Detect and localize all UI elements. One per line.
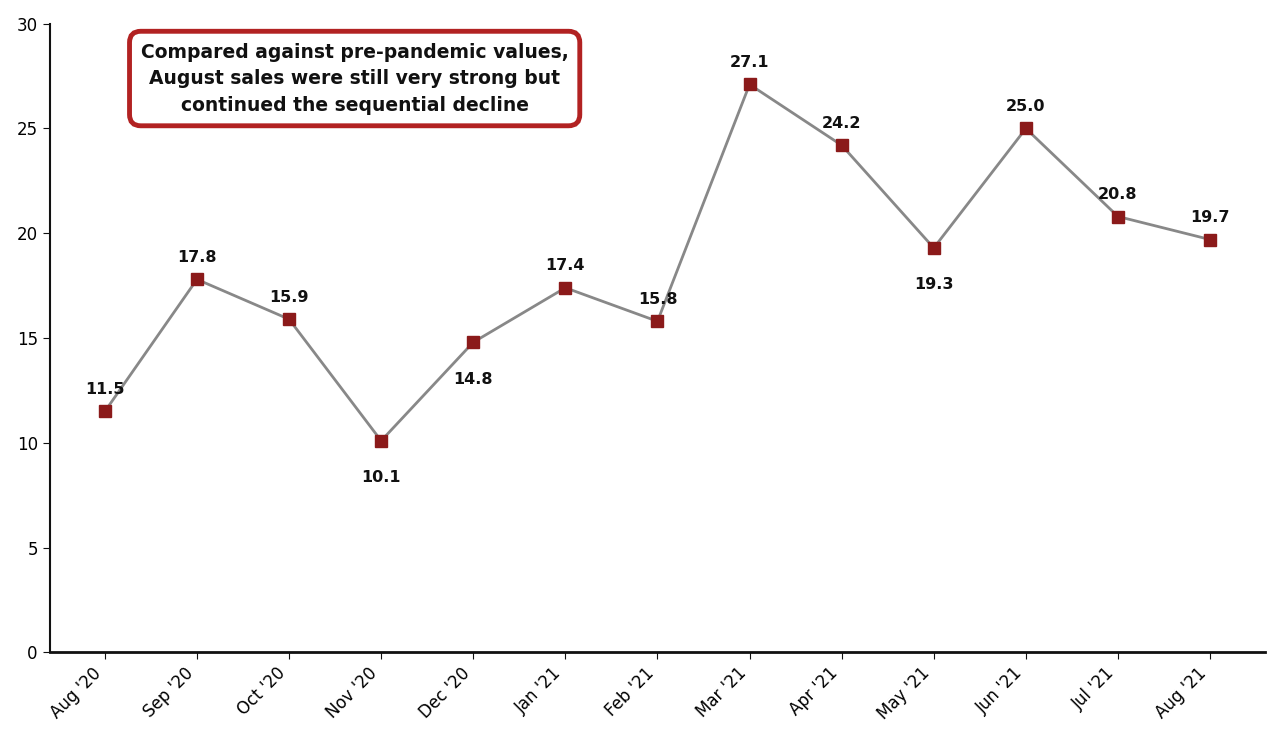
- Text: 19.3: 19.3: [914, 278, 954, 292]
- Text: 20.8: 20.8: [1099, 186, 1137, 202]
- Text: 17.4: 17.4: [546, 258, 585, 273]
- Text: Compared against pre-pandemic values,
August sales were still very strong but
co: Compared against pre-pandemic values, Au…: [141, 42, 568, 115]
- Text: 25.0: 25.0: [1006, 99, 1046, 114]
- Text: 11.5: 11.5: [85, 382, 124, 397]
- Text: 15.9: 15.9: [269, 289, 309, 305]
- Text: 14.8: 14.8: [454, 371, 494, 386]
- Text: 10.1: 10.1: [362, 470, 401, 485]
- Text: 27.1: 27.1: [729, 55, 769, 70]
- Text: 17.8: 17.8: [177, 249, 217, 265]
- Text: 15.8: 15.8: [637, 292, 677, 306]
- Text: 24.2: 24.2: [822, 115, 862, 130]
- Text: 19.7: 19.7: [1190, 210, 1229, 225]
